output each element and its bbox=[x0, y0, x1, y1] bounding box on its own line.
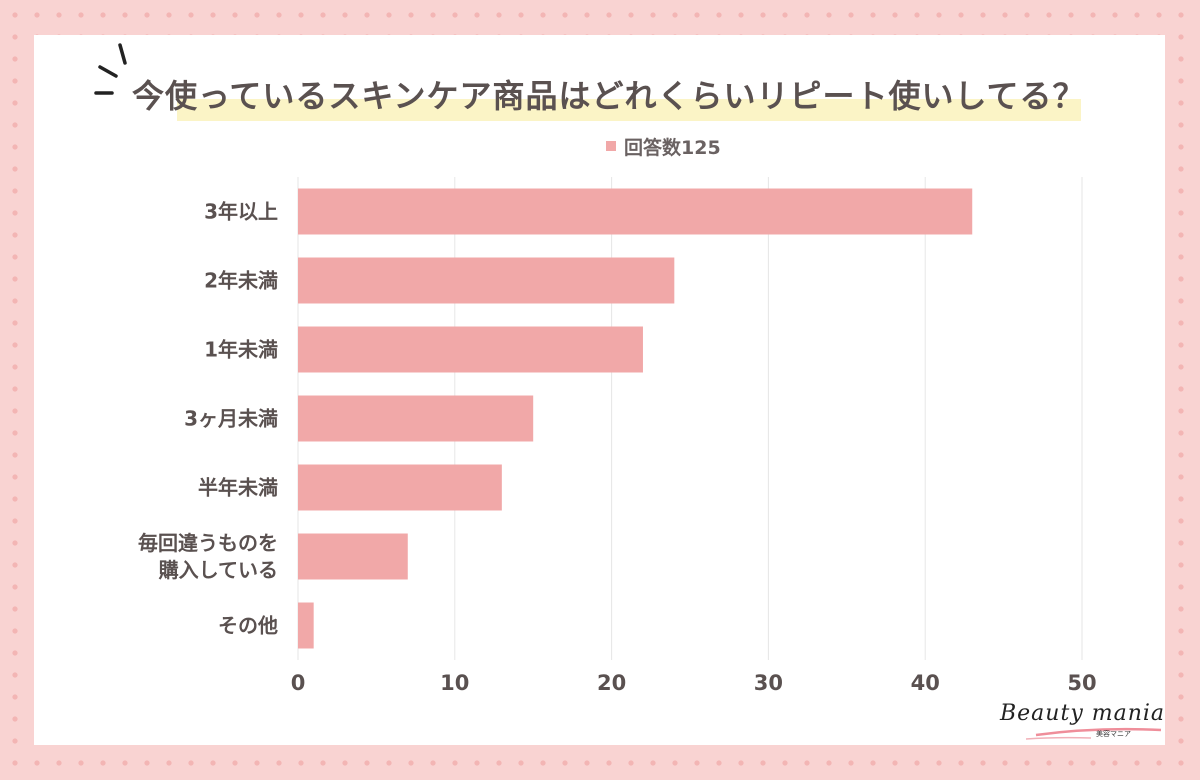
x-tick-label: 30 bbox=[754, 671, 783, 695]
bar bbox=[298, 188, 973, 235]
bar bbox=[298, 533, 408, 580]
sparkle-icon bbox=[94, 43, 127, 95]
x-tick-label: 50 bbox=[1067, 671, 1096, 695]
x-tick-label: 10 bbox=[440, 671, 469, 695]
logo-subtext: 美容マニア bbox=[1096, 730, 1131, 738]
legend: 回答数125 bbox=[606, 133, 721, 159]
x-tick-label: 0 bbox=[291, 671, 306, 695]
category-label: その他 bbox=[218, 614, 278, 638]
bar bbox=[298, 257, 675, 304]
x-tick-label: 40 bbox=[911, 671, 940, 695]
legend-label: 回答数125 bbox=[624, 136, 721, 159]
category-label: 1年未満 bbox=[204, 338, 278, 362]
chart-card: 今使っているスキンケア商品はどれくらいリピート使いしてる？ 回答数125 0 10… bbox=[34, 35, 1165, 745]
bar bbox=[298, 464, 502, 511]
brand-logo: Beauty mania 美容マニア bbox=[996, 697, 1166, 743]
category-label: 2年未満 bbox=[204, 269, 278, 293]
title-area: 今使っているスキンケア商品はどれくらいリピート使いしてる？ bbox=[34, 35, 1165, 135]
category-label: 半年未満 bbox=[198, 476, 278, 500]
bar-chart: 0 10 20 30 40 50 3年以上 2年未満 1年未満 3ヶ月未満半年未満毎回違うものを購… bbox=[138, 177, 1097, 695]
bar bbox=[298, 326, 643, 373]
logo-underline bbox=[1025, 727, 1162, 740]
category-label: 3年以上 bbox=[204, 200, 278, 224]
title-highlight bbox=[177, 99, 1081, 121]
chart-title: 今使っているスキンケア商品はどれくらいリピート使いしてる？ bbox=[132, 77, 1086, 115]
category-label: 3ヶ月未満 bbox=[184, 407, 278, 431]
bar bbox=[298, 395, 534, 442]
logo-text: Beauty mania bbox=[1000, 701, 1166, 726]
category-label: 毎回違うものを購入している bbox=[138, 531, 278, 582]
bar bbox=[298, 602, 314, 649]
x-tick-label: 20 bbox=[597, 671, 626, 695]
legend-swatch bbox=[606, 141, 616, 151]
